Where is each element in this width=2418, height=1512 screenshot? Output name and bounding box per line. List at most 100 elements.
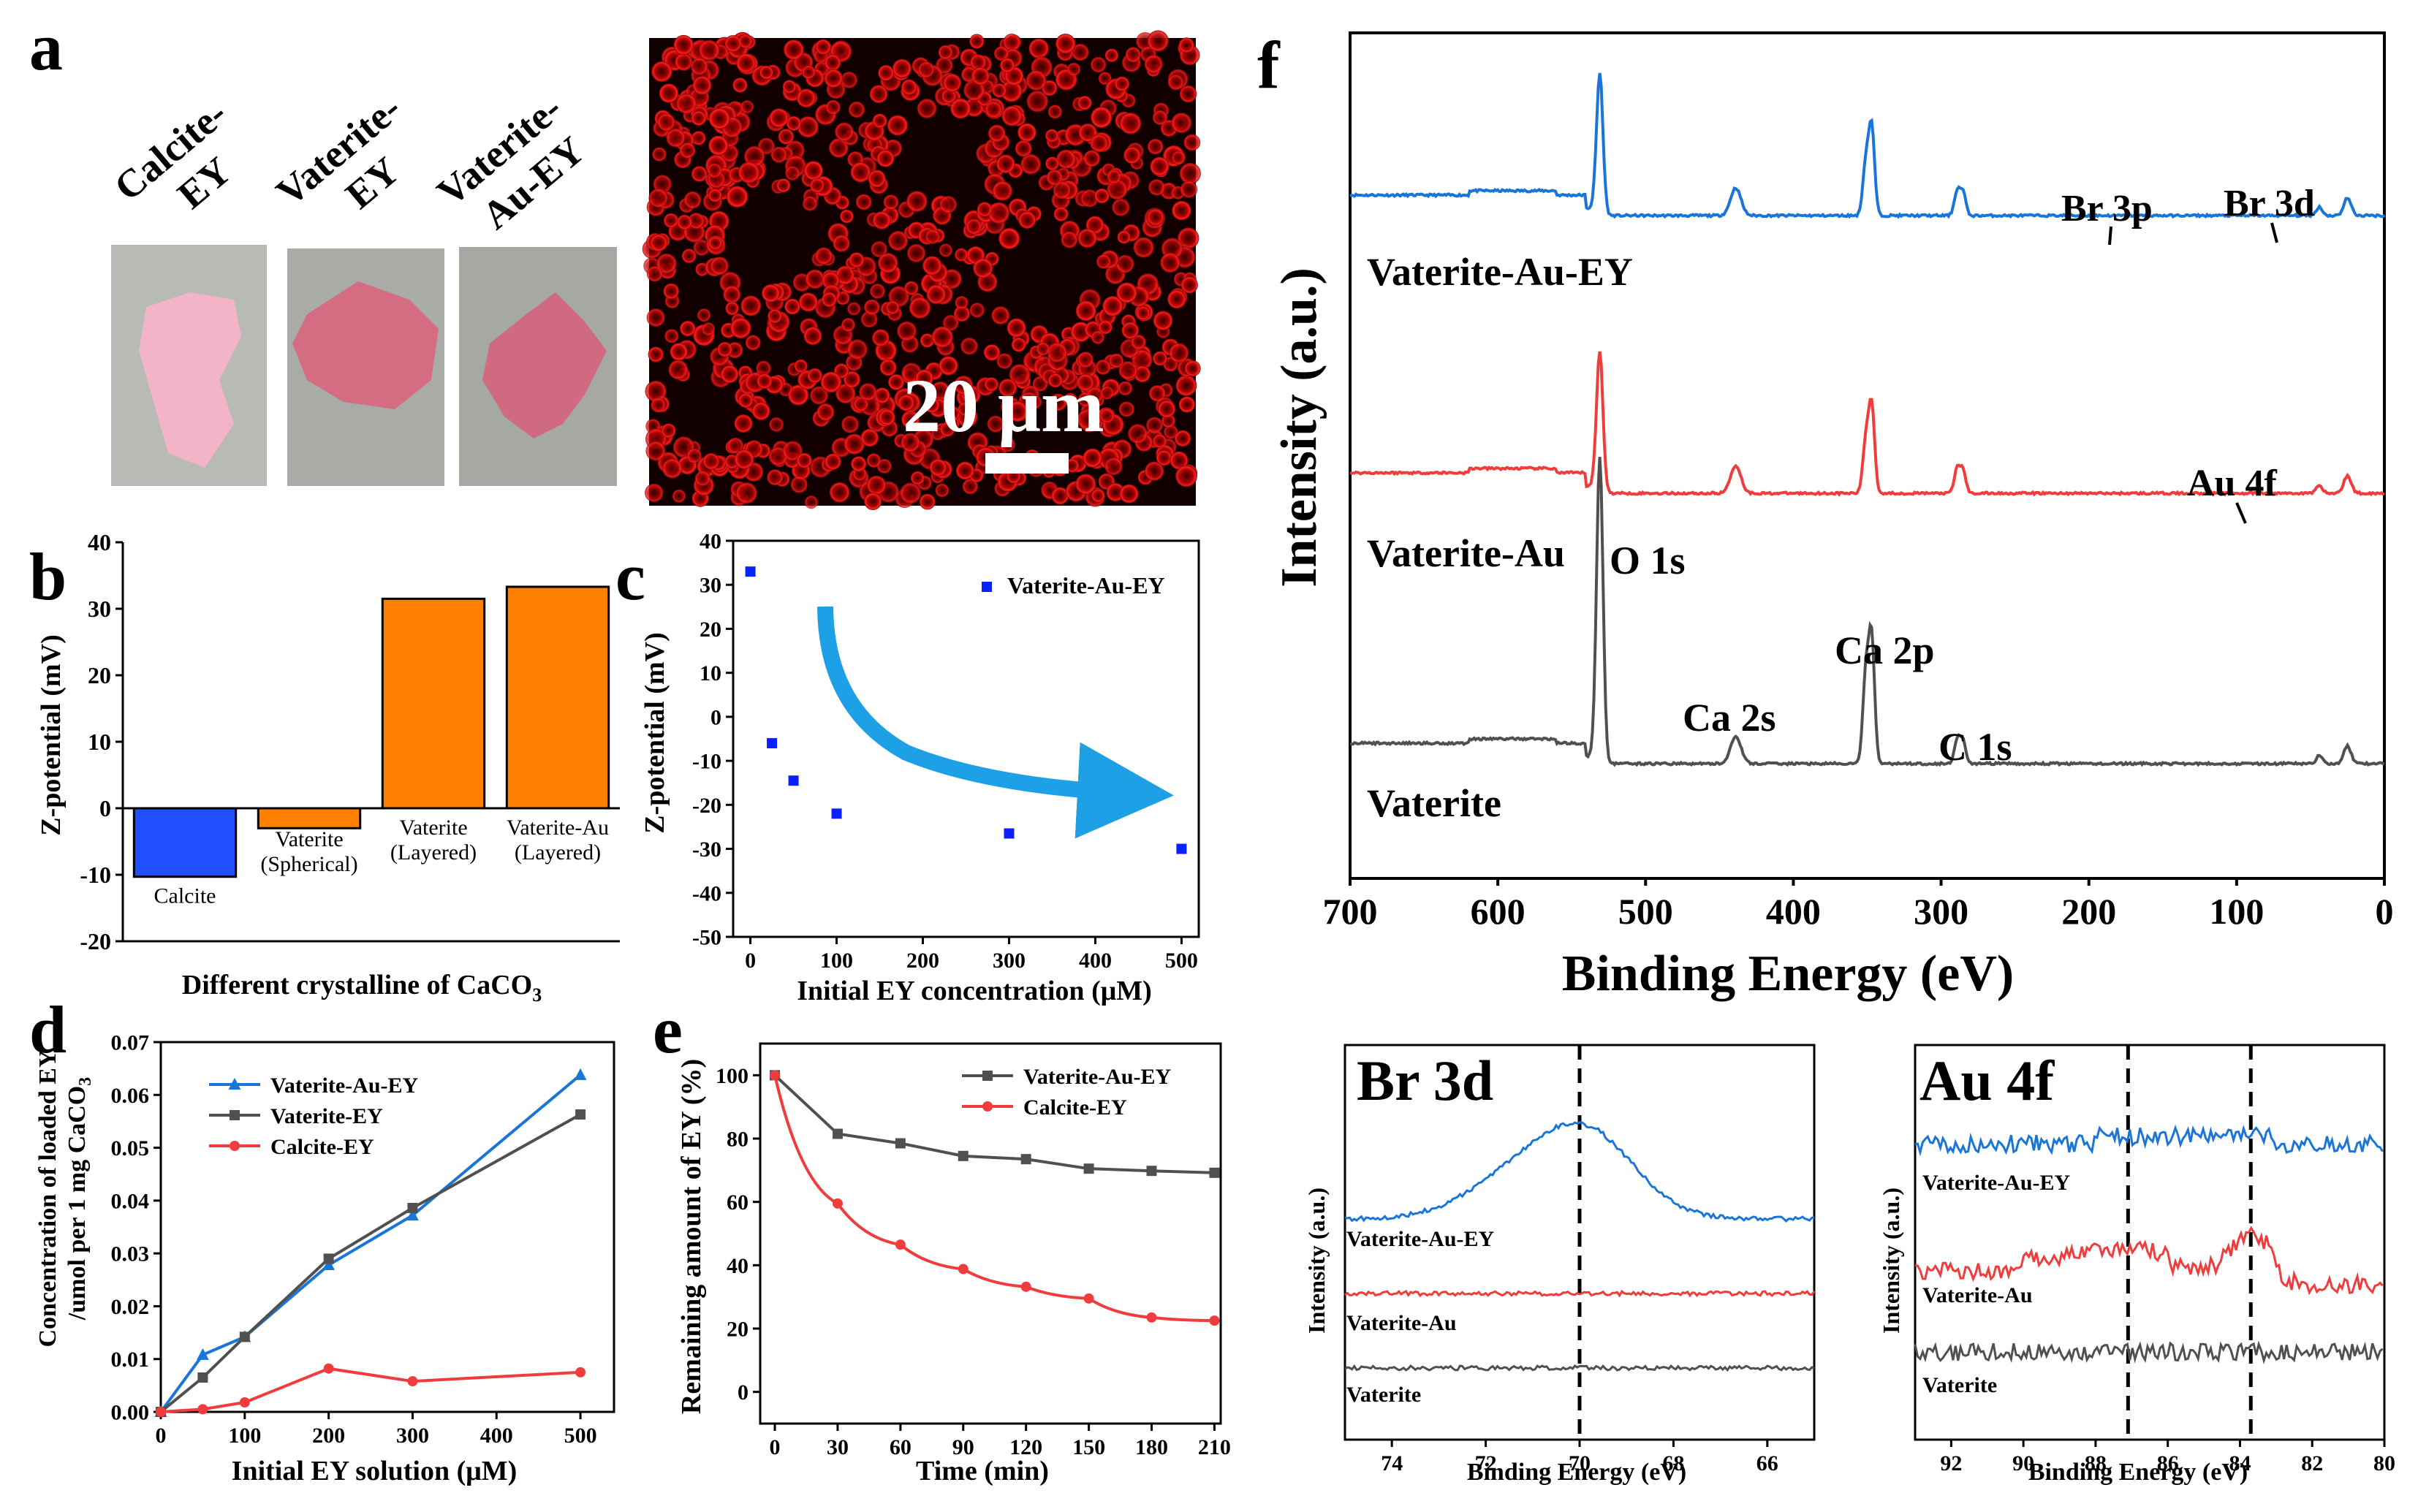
cell — [1047, 105, 1062, 119]
x-tick-label: 68 — [1662, 1451, 1684, 1475]
panel-a-photos: Calcite- EY Vaterite- EY Vaterite- Au-EY — [106, 86, 617, 486]
cell — [651, 398, 666, 413]
cell — [738, 34, 753, 48]
cell — [1026, 90, 1049, 113]
cell — [677, 214, 692, 230]
cell — [688, 213, 705, 229]
chart-f-br3d: 74 72 70 68 66 Br 3d Vaterite-Au-EY Vaterite… — [1303, 1044, 1816, 1486]
cell — [876, 150, 895, 167]
cell — [1172, 200, 1191, 221]
cell — [1116, 282, 1137, 303]
cell — [751, 402, 770, 420]
y-tick-label: 0.01 — [111, 1348, 150, 1372]
cell — [1150, 156, 1170, 176]
cell — [953, 305, 970, 322]
cell — [1125, 47, 1141, 63]
cell — [848, 101, 865, 118]
cell — [863, 299, 880, 316]
cell — [1075, 474, 1096, 495]
y-tick-label: 0 — [99, 795, 111, 821]
data-point — [745, 566, 756, 577]
cell — [1152, 433, 1167, 449]
x-tick-label: 150 — [1072, 1435, 1105, 1459]
cell — [868, 170, 886, 188]
f-series-label: Vaterite-Au — [1367, 531, 1565, 575]
cell — [1117, 230, 1131, 244]
cell — [1051, 487, 1069, 505]
cell — [680, 320, 696, 337]
y-tick-label: 0.03 — [111, 1242, 150, 1266]
bar-label: Calcite — [154, 884, 216, 908]
legend-label: Calcite-EY — [1023, 1095, 1127, 1120]
cell — [796, 88, 816, 108]
cell — [770, 146, 787, 163]
x-tick-label: 700 — [1323, 891, 1378, 932]
cell — [841, 415, 859, 433]
cell — [1047, 373, 1063, 388]
cell — [1056, 149, 1076, 170]
cell — [1152, 110, 1168, 126]
data-point — [323, 1363, 334, 1374]
y-tick-label: 20 — [727, 1318, 748, 1342]
cell — [659, 83, 679, 103]
cell — [1020, 153, 1042, 175]
cell — [757, 373, 773, 389]
x-tick-label: 30 — [827, 1435, 849, 1459]
cell — [651, 61, 672, 83]
cell — [960, 337, 978, 355]
cell — [697, 308, 711, 322]
cell — [955, 296, 969, 310]
panel-label-c: c — [615, 539, 645, 614]
cell — [734, 449, 754, 470]
cell — [1157, 400, 1176, 418]
cell — [708, 135, 729, 156]
cell — [740, 100, 754, 114]
cell — [717, 341, 732, 357]
cell — [790, 476, 808, 493]
y-tick-label: -40 — [692, 881, 721, 905]
cell — [1163, 425, 1178, 439]
f-annot-br3d: Br 3d — [2224, 183, 2315, 224]
cell — [756, 360, 771, 376]
cell — [762, 284, 780, 303]
cell — [798, 292, 818, 312]
data-point — [1146, 1166, 1157, 1177]
cell — [708, 107, 730, 129]
data-point — [197, 1404, 208, 1415]
cell — [873, 387, 890, 403]
cell — [829, 482, 850, 503]
cell — [988, 124, 1006, 143]
cell — [673, 34, 694, 56]
cell — [778, 129, 795, 145]
data-point — [1209, 1315, 1220, 1326]
cell — [801, 65, 816, 80]
cell — [675, 93, 697, 114]
chart-d: 0 100 200 300 400 500 0.00 0.01 0.02 0.03 0.04 0.05… — [34, 1031, 615, 1486]
x-tick-label: 400 — [1079, 949, 1112, 973]
y-tick-label: -10 — [692, 750, 721, 774]
x-tick-label: 60 — [890, 1435, 912, 1459]
bar — [132, 807, 238, 878]
bar — [505, 585, 610, 810]
cell — [824, 69, 843, 88]
cell — [723, 285, 741, 303]
cell — [1174, 430, 1191, 447]
chart-c: 0 100 200 300 400 500 -50 -40 -30 -20 -10 0 10 20 30 40… — [640, 530, 1200, 1006]
y-tick-label: 40 — [700, 530, 721, 554]
powder-vaterite-au-ey — [482, 292, 607, 438]
x-tick-label: 0 — [2376, 891, 2394, 932]
legend-label: Vaterite-Au-EY — [1023, 1065, 1172, 1089]
cell — [720, 365, 739, 384]
cell — [725, 301, 739, 316]
panel-label-a: a — [29, 10, 63, 84]
au-series-label: Vaterite — [1922, 1373, 1997, 1397]
cell — [794, 359, 808, 373]
cell — [786, 115, 801, 131]
cell — [1167, 74, 1184, 91]
panel-label-b: b — [29, 539, 67, 614]
cell — [955, 461, 974, 480]
series-line — [160, 1367, 581, 1413]
cell — [787, 384, 809, 406]
x-tick-label: 90 — [952, 1435, 974, 1459]
plot-frame — [732, 539, 1200, 938]
